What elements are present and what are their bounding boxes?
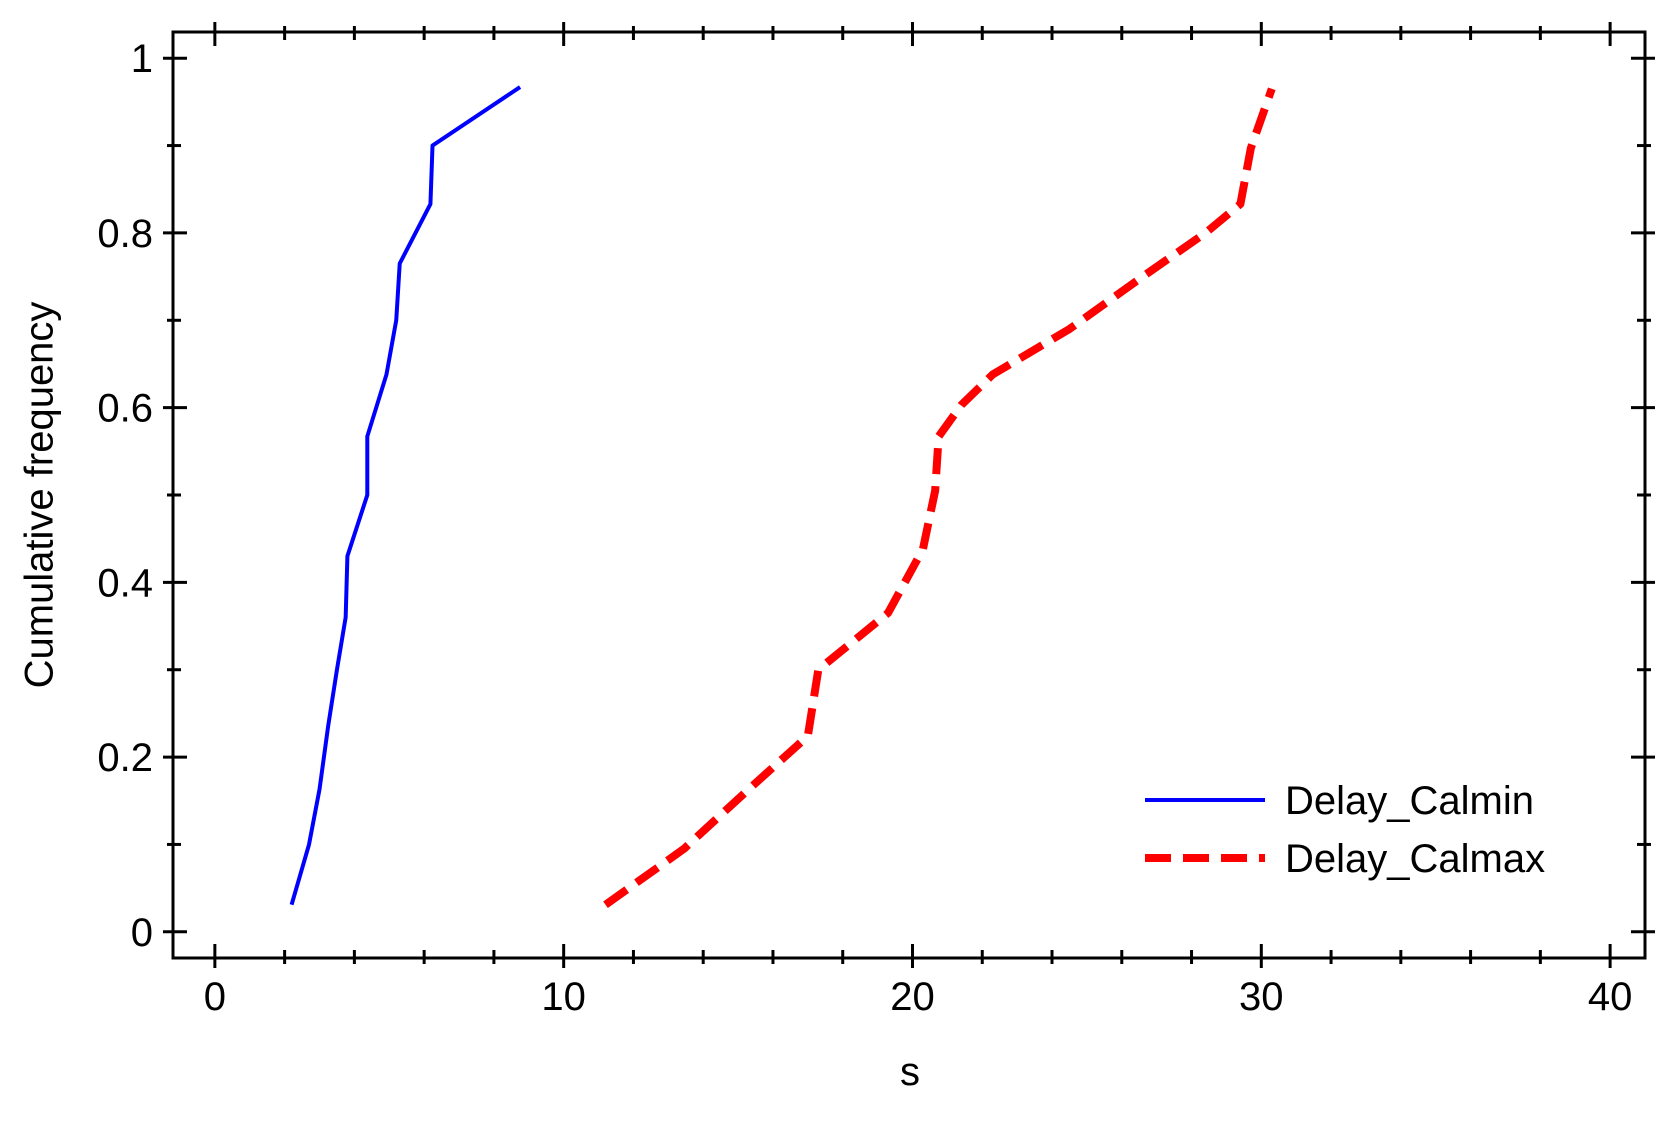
legend-label: Delay_Calmin bbox=[1285, 779, 1534, 823]
x-tick-label: 30 bbox=[1239, 975, 1284, 1019]
x-axis-label: s bbox=[900, 1050, 920, 1094]
series-line bbox=[289, 85, 522, 906]
y-tick-label: 0.8 bbox=[97, 212, 153, 256]
y-tick-label: 1 bbox=[131, 37, 153, 81]
x-tick-label: 10 bbox=[541, 975, 586, 1019]
plot-frame bbox=[171, 30, 1647, 960]
y-tick-label: 0.6 bbox=[97, 387, 153, 431]
y-tick-label: 0.4 bbox=[97, 561, 153, 605]
x-tick-label: 20 bbox=[890, 975, 935, 1019]
y-axis-label: Cumulative frequency bbox=[18, 302, 62, 689]
legend-label: Delay_Calmax bbox=[1285, 837, 1545, 881]
x-tick-label: 0 bbox=[204, 975, 226, 1019]
series-line bbox=[603, 87, 1276, 908]
x-tick-label: 40 bbox=[1588, 975, 1633, 1019]
y-tick-label: 0.2 bbox=[97, 736, 153, 780]
y-tick-label: 0 bbox=[131, 911, 153, 955]
